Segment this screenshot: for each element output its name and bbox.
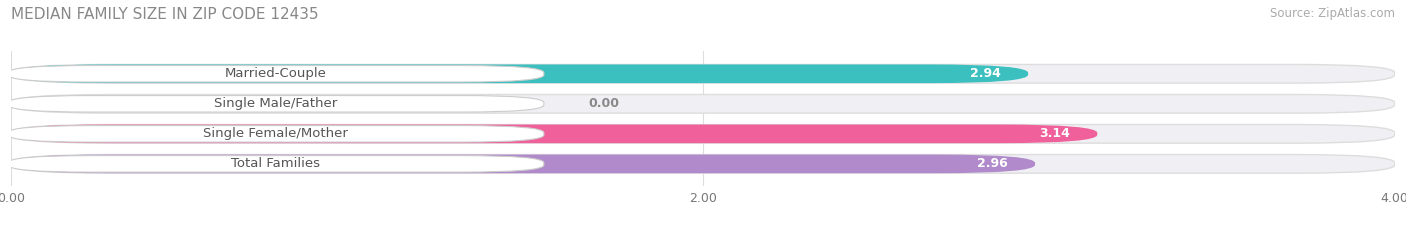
Text: Single Male/Father: Single Male/Father [214, 97, 337, 110]
Text: 3.14: 3.14 [1039, 127, 1070, 140]
Text: Single Female/Mother: Single Female/Mother [204, 127, 349, 140]
FancyBboxPatch shape [8, 96, 544, 112]
FancyBboxPatch shape [11, 154, 1395, 173]
FancyBboxPatch shape [11, 65, 1028, 83]
Text: 0.00: 0.00 [589, 97, 620, 110]
Text: Married-Couple: Married-Couple [225, 67, 326, 80]
Text: Total Families: Total Families [232, 157, 321, 170]
FancyBboxPatch shape [8, 156, 544, 172]
Text: 2.96: 2.96 [977, 157, 1007, 170]
FancyBboxPatch shape [11, 65, 1395, 83]
Text: 2.94: 2.94 [970, 67, 1001, 80]
FancyBboxPatch shape [8, 65, 544, 82]
Text: Source: ZipAtlas.com: Source: ZipAtlas.com [1270, 7, 1395, 20]
FancyBboxPatch shape [11, 124, 1395, 143]
FancyBboxPatch shape [11, 154, 1035, 173]
Text: MEDIAN FAMILY SIZE IN ZIP CODE 12435: MEDIAN FAMILY SIZE IN ZIP CODE 12435 [11, 7, 319, 22]
FancyBboxPatch shape [8, 126, 544, 142]
FancyBboxPatch shape [11, 124, 1097, 143]
FancyBboxPatch shape [11, 95, 1395, 113]
